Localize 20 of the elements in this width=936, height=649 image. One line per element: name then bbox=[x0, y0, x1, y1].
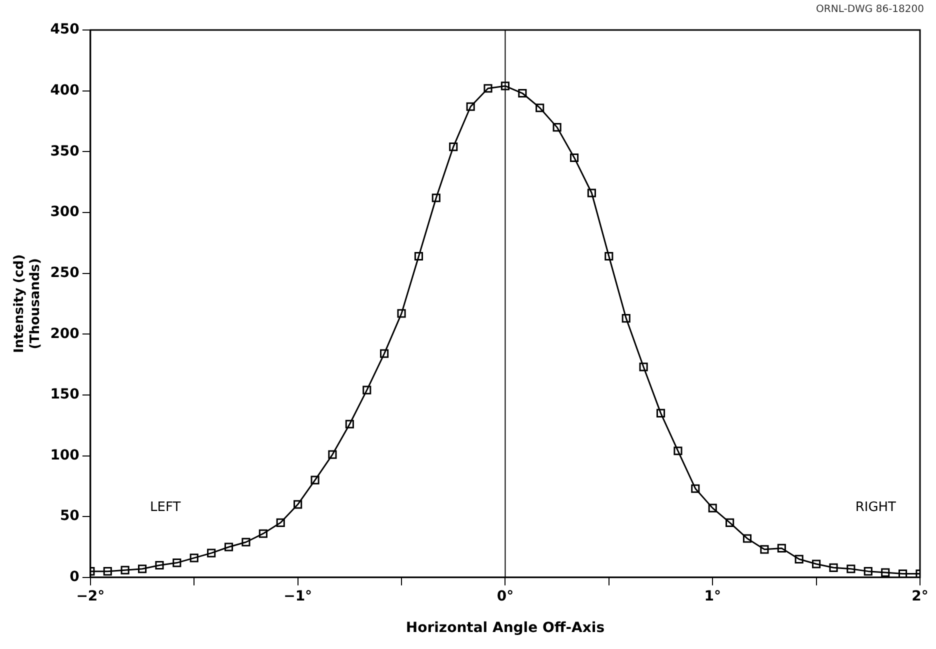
x-tick-label: −1° bbox=[284, 588, 312, 604]
y-tick-label: 150 bbox=[50, 386, 80, 403]
x-tick-label: −2° bbox=[76, 588, 105, 604]
y-tick-label: 200 bbox=[50, 326, 80, 342]
y-axis-title: Intensity (cd) (Thousands) bbox=[12, 254, 43, 354]
y-tick-label: 350 bbox=[50, 143, 80, 160]
text: ORNL-DWG 86-18200 bbox=[816, 4, 924, 15]
x-tick-label: 2° bbox=[912, 588, 928, 604]
y-tick-label: 50 bbox=[60, 508, 80, 524]
x-axis-title: Horizontal Angle Off-Axis bbox=[406, 620, 605, 636]
x-tick-label: 0° bbox=[496, 588, 514, 604]
y-tick-label: 250 bbox=[50, 264, 80, 281]
x-tick-label: 1° bbox=[704, 588, 721, 604]
y-tick-label: 300 bbox=[50, 204, 80, 220]
y-tick-label: 400 bbox=[50, 82, 80, 98]
y-tick-label: 0 bbox=[70, 569, 80, 586]
y-tick-label: 100 bbox=[50, 447, 80, 464]
annotation: LEFT bbox=[150, 500, 181, 515]
annotation: RIGHT bbox=[855, 500, 896, 515]
y-tick-label: 450 bbox=[50, 22, 80, 38]
